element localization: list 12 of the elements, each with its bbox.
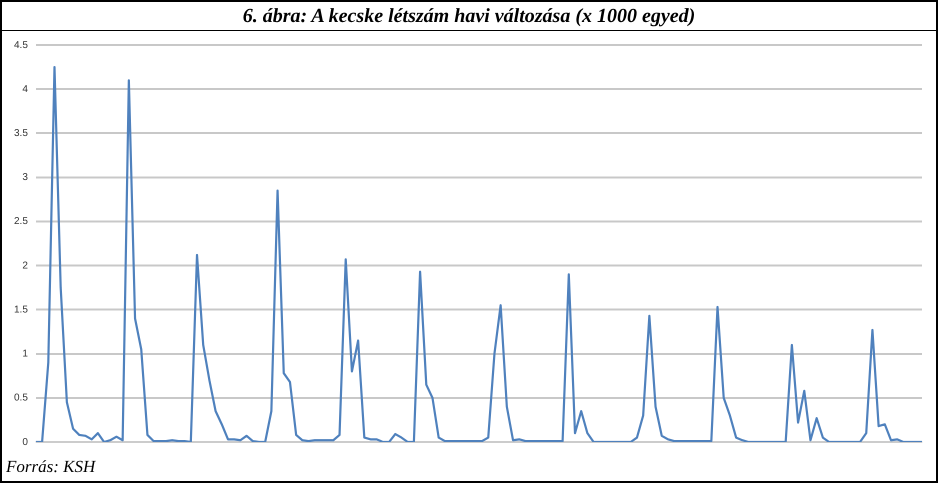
y-tick-label: 2 — [22, 260, 28, 272]
y-tick-label: 1 — [22, 348, 28, 360]
chart-title: 6. ábra: A kecske létszám havi változása (x 1000 egyed) — [2, 2, 936, 31]
y-tick-label: 1.5 — [14, 304, 28, 316]
text: Forrás: KSH — [6, 457, 96, 477]
y-tick-label: 0 — [22, 436, 28, 448]
y-tick-label: 4.5 — [14, 40, 28, 51]
y-tick-label: 4 — [22, 84, 28, 95]
y-tick-label: 3.5 — [14, 128, 28, 139]
y-tick-label: 2.5 — [14, 216, 28, 228]
y-tick-label: 0.5 — [14, 392, 28, 404]
y-tick-label: 3 — [22, 172, 28, 184]
